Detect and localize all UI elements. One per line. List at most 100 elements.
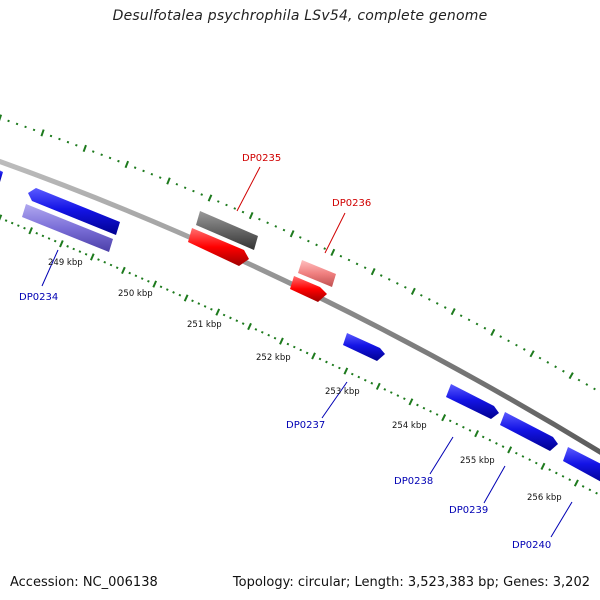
inner-tick <box>383 388 387 391</box>
outer-tick <box>443 306 447 309</box>
inner-tick <box>555 471 558 475</box>
gene-label-dp0240[interactable]: DP0240 <box>512 540 551 551</box>
outer-tick <box>58 137 61 141</box>
outer-tick <box>32 128 36 132</box>
gene-arrow-partial-left[interactable] <box>0 168 3 182</box>
gene-label-dp0234[interactable]: DP0234 <box>19 292 58 303</box>
gene-arrow-dp0235-red[interactable] <box>188 228 249 266</box>
outer-tick <box>241 210 245 214</box>
gene-arrow-dp0235-grey[interactable] <box>196 211 258 250</box>
kbp-label-252: 252 kbp <box>256 353 291 363</box>
inner-tick <box>72 247 76 251</box>
kbp-label-251: 251 kbp <box>187 320 222 330</box>
outer-tick <box>370 267 376 276</box>
inner-tick <box>229 316 232 320</box>
leader-dp0237 <box>321 381 348 419</box>
outer-tick <box>49 134 53 138</box>
outer-tick <box>467 318 471 322</box>
outer-tick <box>404 285 407 289</box>
outer-tick <box>435 302 439 305</box>
inner-tick <box>435 413 439 416</box>
gene-arrow-dp0236-red[interactable] <box>290 276 327 302</box>
outer-tick <box>258 217 261 221</box>
kbp-label-253: 253 kbp <box>325 387 360 397</box>
outer-tick <box>82 144 87 153</box>
inner-tick <box>481 435 485 439</box>
outer-tick <box>330 248 336 257</box>
outer-tick <box>355 262 359 266</box>
outer-tick <box>233 207 237 210</box>
inner-tick <box>507 446 513 454</box>
gene-label-dp0238[interactable]: DP0238 <box>394 476 433 487</box>
inner-tick <box>416 403 419 407</box>
inner-tick <box>78 250 82 253</box>
outer-tick <box>546 361 550 364</box>
gene-arrow-dp0234-upper[interactable] <box>28 188 120 235</box>
inner-tick <box>357 375 361 379</box>
gene-label-dp0239[interactable]: DP0239 <box>449 505 488 516</box>
inner-tick <box>588 488 592 492</box>
inner-tick <box>222 313 226 317</box>
leader-dp0236 <box>324 212 346 254</box>
inner-tick <box>474 430 480 438</box>
gene-arrow-dp0239[interactable] <box>500 412 558 451</box>
outer-tick <box>529 350 535 358</box>
inner-tick <box>318 357 322 361</box>
outer-tick <box>410 287 416 295</box>
inner-tick <box>215 308 221 316</box>
gene-label-dp0237[interactable]: DP0237 <box>286 420 325 431</box>
inner-tick <box>197 302 201 305</box>
outer-tick <box>91 150 95 153</box>
inner-tick <box>254 328 258 331</box>
inner-tick <box>370 381 374 385</box>
inner-tick <box>203 305 207 308</box>
outer-tick <box>166 177 171 185</box>
inner-tick <box>429 409 432 413</box>
inner-tick <box>343 367 349 375</box>
inner-tick <box>331 363 335 367</box>
inner-tick <box>53 239 57 243</box>
leader-dp0238 <box>429 436 454 475</box>
outer-tick <box>175 183 179 186</box>
outer-tick <box>499 335 503 338</box>
gene-arrow-dp0234-lower[interactable] <box>22 204 113 252</box>
outer-tick <box>124 160 130 169</box>
gene-arrow-dp0236-pink[interactable] <box>298 260 336 287</box>
outer-tick <box>216 200 220 203</box>
gene-label-dp0236[interactable]: DP0236 <box>332 198 371 209</box>
outer-tick <box>507 339 510 343</box>
outer-tick <box>450 308 456 316</box>
inner-tick <box>540 462 546 470</box>
inner-tick <box>97 258 100 261</box>
inner-tick <box>178 293 182 297</box>
inner-tick <box>573 479 579 487</box>
inner-tick <box>191 299 194 303</box>
inner-tick <box>59 240 64 248</box>
inner-tick <box>408 398 414 406</box>
inner-tick <box>488 438 492 442</box>
inner-tick <box>10 221 14 225</box>
outer-tick <box>7 119 10 123</box>
inner-tick <box>0 214 3 221</box>
inner-tick <box>561 475 565 478</box>
inner-tick <box>35 232 39 235</box>
gene-arrow-dp0238[interactable] <box>446 384 499 419</box>
outer-tick <box>515 343 518 347</box>
inner-tick <box>448 419 452 423</box>
outer-tick <box>538 356 542 360</box>
inner-tick <box>455 422 459 426</box>
inner-tick <box>147 279 150 283</box>
outer-tick <box>347 258 351 262</box>
gene-arrow-dp0240[interactable] <box>563 447 600 484</box>
accession-text: Accession: NC_006138 <box>10 575 158 590</box>
outer-tick <box>298 236 302 239</box>
inner-tick <box>140 277 144 280</box>
gene-label-dp0235[interactable]: DP0235 <box>242 153 281 164</box>
inner-tick <box>121 266 126 275</box>
inner-tick <box>286 342 290 346</box>
outer-tick <box>428 298 431 301</box>
outer-tick <box>133 166 137 169</box>
gene-arrow-dp0237[interactable] <box>343 333 385 361</box>
inner-tick <box>279 337 284 345</box>
